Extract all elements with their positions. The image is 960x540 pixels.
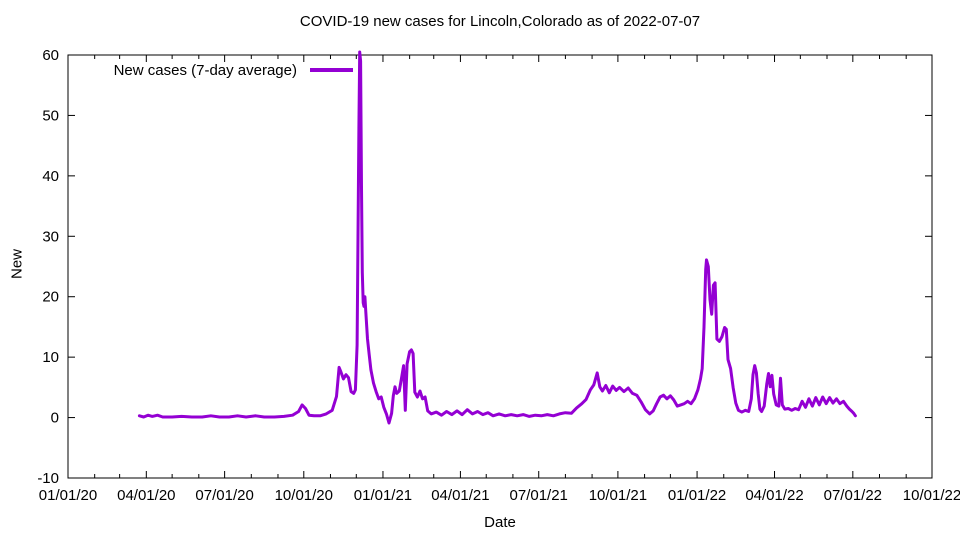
- y-axis-ticks: [68, 54, 932, 479]
- x-tick-label: 07/01/20: [195, 487, 253, 504]
- y-tick-label: 60: [42, 47, 59, 64]
- x-tick-label: 01/01/20: [39, 487, 97, 504]
- y-tick-label: 30: [42, 228, 59, 245]
- y-tick-label: 0: [51, 410, 59, 427]
- y-tick-label: 50: [42, 107, 59, 124]
- x-tick-label: 10/01/22: [903, 487, 960, 504]
- x-axis-tick-labels: 01/01/20 04/01/20 07/01/20 10/01/20 01/01/21…: [39, 487, 960, 504]
- x-axis-label: Date: [484, 514, 516, 531]
- y-tick-label: 10: [42, 349, 59, 366]
- x-axis-ticks: [67, 55, 933, 478]
- y-tick-label: -10: [37, 470, 59, 487]
- x-tick-label: 10/01/20: [275, 487, 333, 504]
- x-tick-label: 04/01/22: [745, 487, 803, 504]
- x-tick-label: 04/01/21: [431, 487, 489, 504]
- x-tick-label: 07/01/22: [824, 487, 882, 504]
- x-tick-label: 01/01/21: [354, 487, 412, 504]
- y-tick-label: 20: [42, 289, 59, 306]
- legend-line-swatch-icon: [310, 68, 353, 72]
- legend-label: New cases (7-day average): [113, 62, 297, 79]
- x-tick-label: 04/01/20: [117, 487, 175, 504]
- new-cases-line: [137, 50, 857, 425]
- plot-frame: [67, 54, 933, 479]
- chart-title: COVID-19 new cases for Lincoln,Colorado …: [299, 13, 701, 30]
- x-tick-label: 10/01/21: [589, 487, 647, 504]
- y-axis-tick-labels: -10 0 10 20 30 40 50 60: [37, 47, 59, 487]
- x-tick-label: 07/01/21: [510, 487, 568, 504]
- y-tick-label: 40: [42, 168, 59, 185]
- x-tick-label: 01/01/22: [668, 487, 726, 504]
